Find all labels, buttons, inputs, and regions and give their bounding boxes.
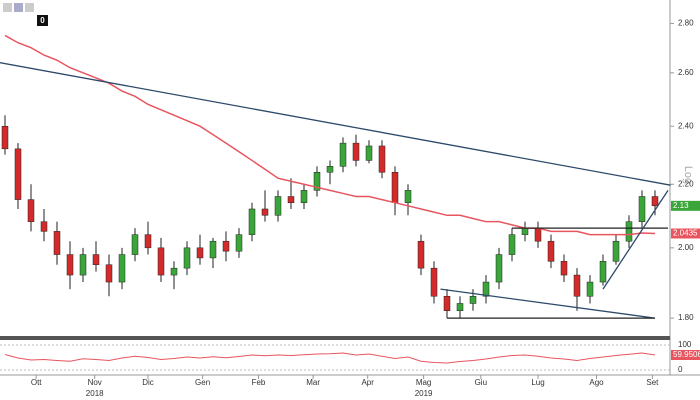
candle-body: [508, 234, 516, 255]
y-tick-label: 1.80: [678, 313, 694, 322]
tool-icon[interactable]: [3, 3, 12, 12]
candle-body: [79, 254, 87, 276]
x-tick-label: Mar: [306, 378, 320, 387]
candle-body: [287, 196, 295, 203]
candle-body: [131, 234, 139, 255]
candle-body: [651, 196, 659, 207]
candle-body: [235, 234, 243, 252]
tool-icon[interactable]: [14, 3, 23, 12]
candle-body: [157, 247, 165, 276]
x-tick-label: Nov: [88, 378, 102, 387]
candle-body: [612, 240, 620, 262]
y-tick-label: 2.00: [678, 243, 694, 252]
candle-body: [378, 145, 386, 173]
candle-body: [547, 240, 555, 262]
x-tick-label: Ott: [31, 378, 42, 387]
candle-body: [534, 227, 542, 242]
candle-body: [339, 142, 347, 167]
candle-body: [27, 199, 35, 222]
candle-body: [625, 221, 633, 242]
ma-value-box: [671, 228, 700, 239]
candle-body: [196, 247, 204, 259]
candle-body: [209, 240, 217, 259]
candle-body: [417, 240, 425, 269]
badge: 0: [40, 16, 45, 25]
candle-body: [222, 240, 230, 252]
x-tick-label: Set: [646, 378, 659, 387]
candle-body: [495, 254, 503, 283]
candle-body: [456, 303, 464, 311]
indicator-tick-label: 100: [678, 340, 692, 349]
y-tick-label: 2.20: [678, 179, 694, 188]
candle-body: [40, 221, 48, 232]
candle-body: [638, 196, 646, 222]
separator: [0, 336, 670, 340]
x-tick-label: Feb: [252, 378, 266, 387]
candle-body: [326, 166, 334, 173]
trend-line: [0, 62, 671, 186]
trend-line: [440, 288, 656, 319]
candle-body: [573, 274, 581, 297]
trend-line: [602, 189, 669, 290]
x-tick-label: Lug: [531, 378, 544, 387]
last-price-box: [671, 200, 700, 211]
axis-label: Log: [682, 166, 694, 184]
candle-body: [170, 267, 178, 276]
candle-body: [118, 254, 126, 283]
indicator-line: [4, 352, 656, 364]
candle-body: [482, 281, 490, 297]
candle-body: [365, 145, 373, 161]
candle-body: [521, 227, 529, 235]
year-label: 2019: [415, 389, 433, 398]
x-tick-label: Apr: [361, 378, 374, 387]
candle-body: [144, 234, 152, 249]
candle-body: [1, 125, 9, 150]
indicator-tick-label: 0: [678, 365, 683, 374]
candle-body: [469, 295, 477, 304]
candle-body: [560, 261, 568, 276]
candle-body: [300, 190, 308, 203]
candle-body: [404, 190, 412, 203]
candle-body: [599, 261, 607, 283]
x-tick-label: Gen: [195, 378, 210, 387]
candle-body: [53, 231, 61, 255]
candle-body: [352, 142, 360, 161]
candle-body: [92, 254, 100, 265]
indicator-value: 59.9506: [673, 350, 700, 359]
candle-body: [313, 171, 321, 191]
y-tick-label: 2.80: [678, 19, 694, 28]
candle-body: [274, 196, 282, 216]
year-label: 2018: [86, 389, 104, 398]
candle-body: [105, 264, 113, 283]
candle-body: [391, 171, 399, 203]
ma-value: 2.0435: [673, 229, 698, 238]
last-price: 2.13: [673, 201, 689, 210]
tool-icon[interactable]: [25, 3, 34, 12]
candle-body: [66, 254, 74, 276]
x-tick-label: Ago: [589, 378, 604, 387]
y-tick-label: 2.40: [678, 121, 694, 130]
candle-body: [261, 208, 269, 216]
y-tick-label: 2.60: [678, 68, 694, 77]
candle-body: [183, 247, 191, 269]
toolbar: 0: [3, 3, 48, 26]
candle-body: [248, 208, 256, 235]
badge-box: [37, 15, 48, 26]
moving-average: [4, 34, 656, 236]
candle-body: [14, 148, 22, 200]
indicator-value-box: [671, 350, 700, 361]
candle-body: [430, 267, 438, 297]
x-tick-label: Mag: [416, 378, 432, 387]
x-tick-label: Dic: [142, 378, 154, 387]
x-tick-label: Giu: [475, 378, 487, 387]
candle-body: [586, 281, 594, 297]
candle-body: [443, 295, 451, 311]
